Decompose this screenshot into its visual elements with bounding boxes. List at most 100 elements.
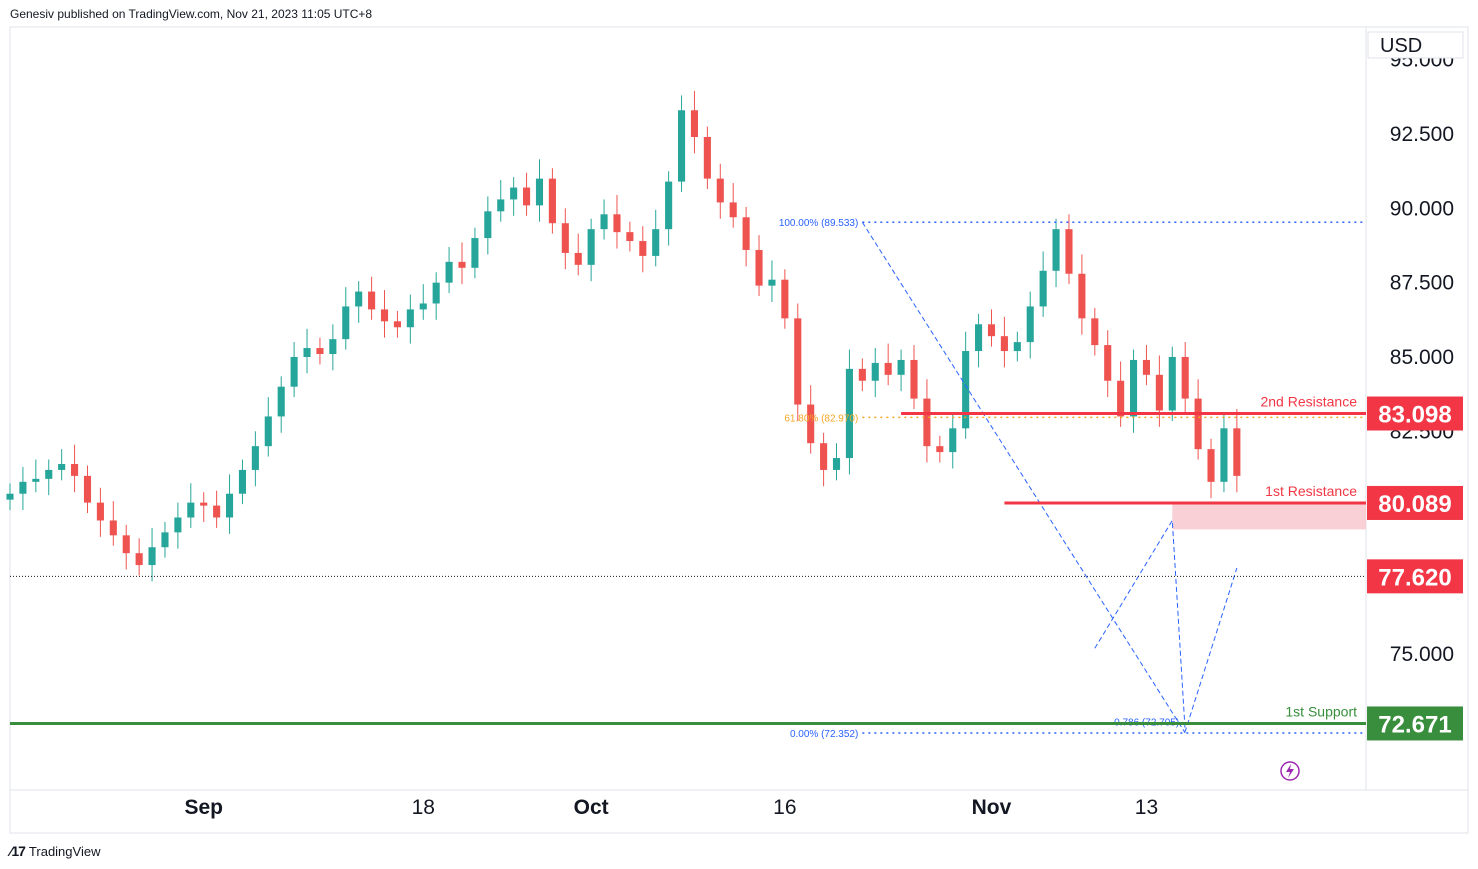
candle-body [122, 535, 130, 554]
candle-body [458, 261, 466, 268]
candle-body [600, 214, 608, 230]
fib-level-label: 100.00% (89.533) [779, 218, 859, 229]
candle-body [393, 321, 401, 328]
tradingview-logo[interactable]: ⁄17 TradingView [10, 843, 100, 859]
candle-body [1194, 398, 1202, 450]
candle-body [1039, 270, 1047, 307]
level-price-text: 80.089 [1378, 491, 1451, 518]
lightning-icon[interactable] [1280, 761, 1300, 781]
candle-body [1065, 229, 1073, 274]
candle-body [652, 229, 660, 256]
level-price-text: 72.671 [1378, 711, 1451, 738]
candle-body [781, 279, 789, 319]
price-tick-label: 87.500 [1390, 272, 1454, 295]
candle-body [71, 463, 79, 476]
time-tick-label: 13 [1135, 796, 1158, 819]
candle-body [213, 505, 221, 518]
price-tick-label: 90.000 [1390, 197, 1454, 220]
time-tick-label: 16 [773, 796, 796, 819]
candle-body [949, 428, 957, 453]
fib-level-label: 0.00% (72.352) [790, 729, 858, 740]
candle-body [677, 110, 686, 182]
candle-body [1078, 273, 1086, 319]
candle-body [535, 178, 544, 206]
candle-body [1129, 359, 1138, 417]
candle-body [1155, 374, 1163, 411]
candle-body [897, 359, 905, 375]
candle-body [1233, 428, 1241, 476]
candle-body [1117, 380, 1125, 417]
candle-body [871, 362, 879, 381]
candle-body [419, 303, 427, 310]
candle-body [368, 291, 376, 310]
candle-body [406, 309, 414, 328]
candle-body [1168, 356, 1176, 411]
candle-body [1091, 318, 1099, 346]
candle-body [858, 368, 866, 381]
candle-body [135, 553, 143, 566]
time-tick-label: Nov [972, 796, 1012, 819]
candle-body [923, 398, 931, 447]
candle-body [200, 502, 208, 506]
level-name-label: 1st Support [1285, 703, 1357, 719]
candle-body [45, 469, 53, 479]
candle-body [807, 404, 815, 444]
current-price-tag [1367, 559, 1463, 594]
price-axis[interactable]: 75.00082.50085.00087.50090.00092.50095.0… [1367, 49, 1463, 741]
candle-body [484, 211, 492, 239]
chart-frame [9, 26, 1469, 834]
candle-body [445, 261, 453, 283]
price-tick-label: 75.000 [1390, 643, 1454, 666]
retracement-path [1094, 518, 1238, 732]
candle-body [742, 217, 750, 250]
candle-body [251, 446, 259, 470]
candle-body [794, 318, 802, 405]
currency-label: USD [1380, 35, 1422, 57]
candle-body [587, 229, 595, 265]
candle-body [83, 475, 92, 503]
plot-area [6, 90, 1366, 582]
resistance-zone [1172, 502, 1366, 530]
candle-body [962, 351, 970, 429]
level-price-text: 83.098 [1378, 402, 1451, 429]
candle-body [225, 493, 234, 518]
price-tick-label: 85.000 [1390, 346, 1454, 369]
candle-body [264, 416, 272, 447]
candle-body [1026, 306, 1034, 343]
publisher-line: Genesiv published on TradingView.com, No… [10, 7, 373, 21]
tradingview-brand: TradingView [28, 843, 101, 859]
candle-body [729, 202, 737, 218]
candle-body [290, 356, 298, 387]
time-tick-label: Sep [184, 796, 223, 819]
candle-body [432, 282, 440, 304]
candle-body [1000, 336, 1008, 352]
candle-body [148, 547, 156, 566]
candle-body [884, 362, 892, 375]
candle-body [561, 223, 569, 253]
candle-body [665, 181, 673, 230]
level-price-tag [1367, 396, 1463, 431]
candle-body [238, 469, 247, 494]
candle-body [510, 187, 518, 200]
level-name-label: 2nd Resistance [1260, 394, 1357, 410]
time-axis[interactable]: Sep 18 Oct 16 Nov 13 [184, 796, 1158, 819]
candle-body [174, 517, 182, 533]
time-tick-label: 18 [412, 796, 435, 819]
candle-body [161, 532, 169, 548]
candle-body [548, 178, 556, 224]
candle-body [342, 306, 350, 340]
candle-body [936, 446, 944, 453]
level-name-label: 1st Resistance [1265, 483, 1357, 499]
candle-body [987, 324, 996, 337]
candle-body [303, 348, 311, 357]
time-tick-label: Oct [574, 796, 609, 819]
candle-body [58, 463, 66, 470]
candle-body [755, 249, 763, 286]
currency-box[interactable] [1367, 31, 1464, 59]
candle-body [32, 478, 40, 482]
candle-body [1181, 356, 1189, 399]
candle-body [1220, 428, 1228, 482]
fib-level-label: 61.80% (82.970) [784, 413, 858, 424]
candle-body [975, 324, 983, 352]
